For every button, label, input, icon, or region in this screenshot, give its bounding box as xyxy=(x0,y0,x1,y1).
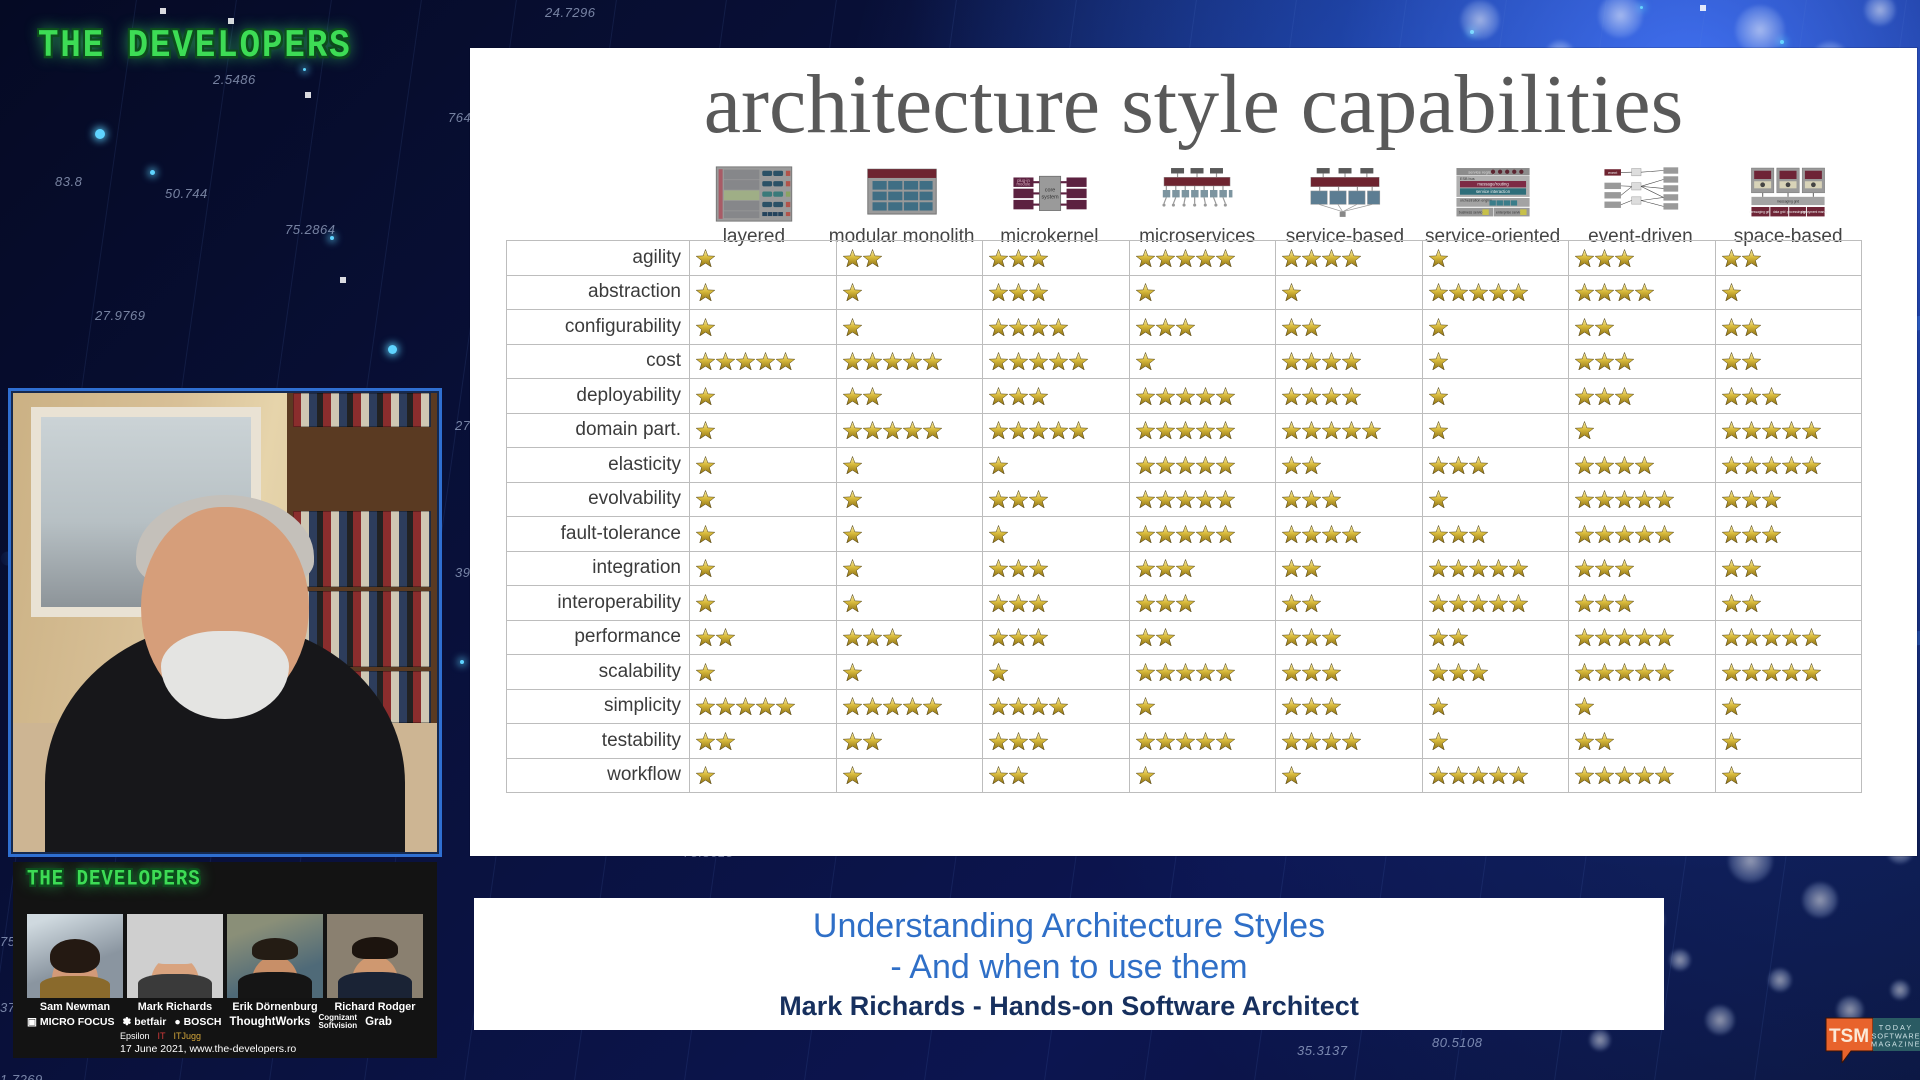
svg-text:TSM: TSM xyxy=(1829,1026,1869,1047)
svg-text:message/routing: message/routing xyxy=(1477,182,1509,187)
svg-text:event: event xyxy=(1607,171,1617,175)
svg-text:deployment manager: deployment manager xyxy=(1801,210,1827,214)
svg-text:service interaction: service interaction xyxy=(1476,189,1511,194)
svg-text:messaging grid: messaging grid xyxy=(1750,210,1772,214)
svg-text:ESB bus: ESB bus xyxy=(1460,177,1475,181)
svg-text:data grid: data grid xyxy=(1773,210,1786,214)
svg-text:system: system xyxy=(1041,195,1059,201)
svg-text:module: module xyxy=(1016,182,1031,187)
svg-text:business services: business services xyxy=(1458,211,1485,215)
svg-text:orchestration engine: orchestration engine xyxy=(1460,199,1492,203)
svg-text:MAGAZINE: MAGAZINE xyxy=(1871,1040,1920,1049)
svg-text:core: core xyxy=(1044,188,1055,194)
svg-text:service registry: service registry xyxy=(1468,169,1495,174)
svg-text:messaging grid: messaging grid xyxy=(1777,199,1800,203)
